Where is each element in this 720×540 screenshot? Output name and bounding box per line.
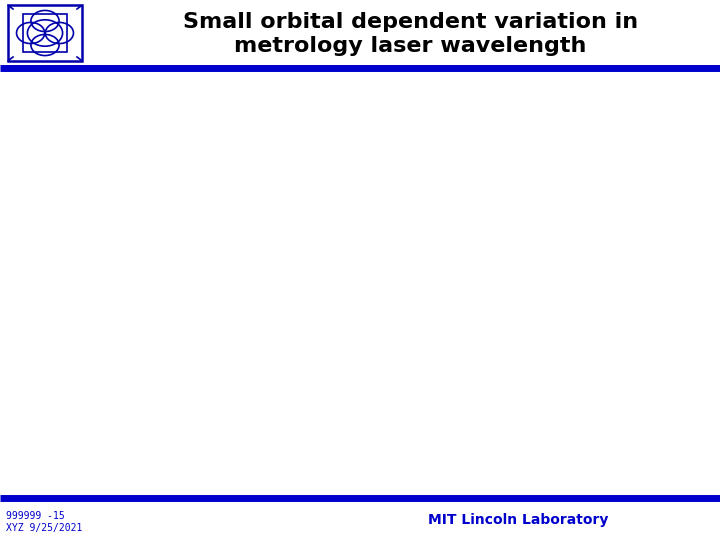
Text: Small orbital dependent variation in
metrology laser wavelength: Small orbital dependent variation in met… xyxy=(183,12,638,56)
Text: XYZ 9/25/2021: XYZ 9/25/2021 xyxy=(6,523,82,533)
Bar xyxy=(22,14,68,52)
Text: MIT Lincoln Laboratory: MIT Lincoln Laboratory xyxy=(428,513,608,527)
Text: 999999 -15: 999999 -15 xyxy=(6,511,65,521)
